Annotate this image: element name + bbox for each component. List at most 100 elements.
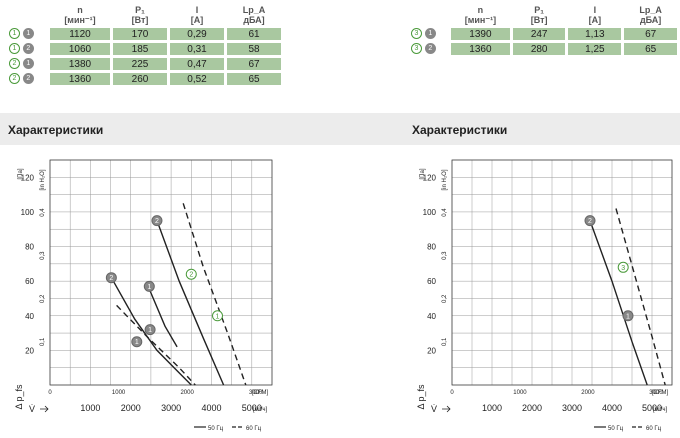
point-marker-label: 2	[155, 218, 159, 225]
x-tick-label: 1000	[482, 403, 502, 413]
x-tick-label: 2000	[522, 403, 542, 413]
y-unit-label: [Па]	[18, 168, 24, 179]
cell-n: 1390	[450, 28, 510, 40]
point-marker-label: 1	[148, 327, 152, 334]
cell-p1: 225	[113, 58, 167, 70]
cell-i: 0,29	[170, 28, 224, 40]
legend-label-60: 60 Гц	[246, 426, 262, 432]
y-tick-label: 100	[21, 208, 35, 217]
x-tick-label: 3000	[562, 403, 582, 413]
x-tick-label-cfm: 2000	[581, 390, 595, 396]
curve-marker: 1	[9, 28, 20, 40]
cell-n: 1060	[50, 43, 110, 55]
y2-tick-label: 0,1	[40, 337, 46, 346]
x-unit-label: [м³/ч]	[653, 407, 668, 413]
plot-frame	[49, 159, 273, 386]
point-marker: 2	[424, 43, 436, 55]
y-axis-label: Δ p_fs	[14, 384, 24, 410]
y-tick-label: 120	[21, 173, 35, 182]
point-marker	[622, 310, 634, 322]
x-tick-label: 5000	[642, 403, 662, 413]
cell-lpa: 61	[227, 28, 281, 40]
x-unit-cfm: [CFM]	[252, 390, 269, 396]
x-tick-label: 5000	[242, 403, 262, 413]
table-row: 3 2 1360 280 1,25 65	[409, 43, 677, 55]
curve-solid	[110, 277, 192, 386]
x-tick-label-cfm: 2000	[180, 390, 194, 396]
performance-table-left: n [мин⁻¹] P₁ [Вт] I [A] Lp_A дБА] 1 1 1120 1…	[4, 2, 284, 88]
cell-lpa: 65	[227, 73, 281, 85]
curve-solid	[156, 220, 225, 386]
curve-marker: 2	[9, 58, 20, 70]
curve-solid	[148, 287, 178, 348]
y-tick-label: 80	[427, 243, 436, 252]
point-marker-label: 1	[147, 284, 151, 291]
x-tick-label: 1000	[80, 403, 100, 413]
x-tick-label: 4000	[602, 403, 622, 413]
y-tick-label: 20	[25, 346, 34, 355]
cell-p1: 280	[512, 43, 566, 55]
x-axis-label: V̇	[431, 404, 437, 414]
table-row: 2 1 1380 225 0,47 67	[7, 58, 281, 70]
y-tick-label: 100	[423, 208, 437, 217]
legend-label-60: 60 Гц	[646, 426, 662, 432]
col-header-lpa: Lp_A дБА]	[639, 5, 662, 25]
point-marker	[143, 280, 155, 292]
cell-lpa: 58	[227, 43, 281, 55]
y-tick-label: 80	[25, 243, 34, 252]
cell-p1: 260	[113, 73, 167, 85]
curve-marker: 3	[411, 43, 422, 55]
plot-frame	[451, 159, 673, 386]
col-header-p1: P₁ [Вт]	[131, 5, 149, 25]
cell-i: 0,47	[170, 58, 224, 70]
section-band	[0, 113, 680, 145]
cell-p1: 247	[512, 28, 566, 40]
x-tick-label-cfm: 3000	[649, 390, 663, 396]
x-tick-label-cfm: 0	[48, 390, 52, 396]
curve-marker: 2	[9, 73, 20, 85]
x-unit-label: [м³/ч]	[253, 407, 268, 413]
x-tick-label-cfm: 1000	[513, 390, 527, 396]
y-unit-label: [Па]	[420, 168, 426, 179]
point-marker	[617, 261, 629, 273]
y2-unit-label: [in H₂O]	[40, 169, 46, 190]
x-tick-label-cfm: 0	[450, 390, 454, 396]
cell-n: 1380	[50, 58, 110, 70]
cell-i: 0,31	[170, 43, 224, 55]
y2-unit-label: [in H₂O]	[442, 169, 448, 190]
point-marker-label: 2	[109, 275, 113, 282]
y-tick-label: 40	[25, 312, 34, 321]
point-marker-label: 2	[588, 218, 592, 225]
table-row: 3 1 1390 247 1,13 67	[409, 28, 677, 40]
table-row: 1 1 1120 170 0,29 61	[7, 28, 281, 40]
col-header-n: n [мин⁻¹]	[464, 5, 497, 25]
cell-i: 0,52	[170, 73, 224, 85]
cell-n: 1360	[50, 73, 110, 85]
point-marker: 2	[22, 43, 34, 55]
col-header-lpa: Lp_A дБА]	[242, 5, 266, 25]
point-marker: 1	[22, 58, 34, 70]
section-heading-right: Характеристики	[412, 123, 508, 137]
x-tick-label: 2000	[121, 403, 141, 413]
cell-lpa: 67	[227, 58, 281, 70]
cell-n: 1120	[50, 28, 110, 40]
point-marker	[151, 215, 163, 227]
y2-tick-label: 0,4	[442, 208, 448, 217]
col-header-i: I [A]	[190, 5, 204, 25]
cell-n: 1360	[450, 43, 510, 55]
curve-marker: 1	[9, 43, 20, 55]
point-marker-label: 1	[216, 313, 220, 320]
y-tick-label: 40	[427, 312, 436, 321]
curve-dashed	[182, 203, 247, 386]
col-header-i: I [A]	[588, 5, 602, 25]
point-marker-label: 3	[621, 265, 625, 272]
x-tick-label-cfm: 3000	[249, 390, 263, 396]
point-marker: 2	[22, 73, 34, 85]
legend-label-50: 50 Гц	[208, 426, 224, 432]
x-axis-arrow	[442, 405, 451, 413]
legend-label-50: 50 Гц	[608, 426, 624, 432]
table-row: 2 2 1360 260 0,52 65	[7, 73, 281, 85]
point-marker	[105, 272, 117, 284]
cell-i: 1,25	[568, 43, 622, 55]
y-tick-label: 20	[427, 346, 436, 355]
